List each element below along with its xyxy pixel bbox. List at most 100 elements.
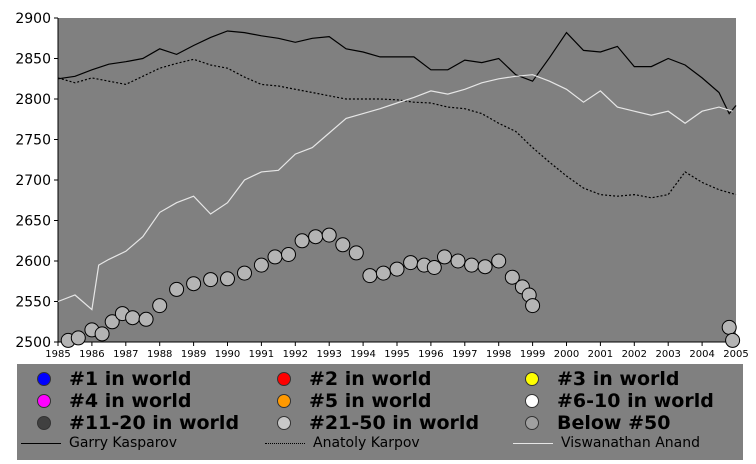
line-sample-icon [265,442,305,444]
legend-label: #2 in world [309,368,432,390]
x-tick-label: 1985 [45,349,70,360]
rank-marker [389,261,405,277]
legend-label: #21-50 in world [309,412,480,434]
y-tick-label: 2650 [15,214,51,230]
series-line-garry-kasparov [57,30,737,115]
legend-item: #11-20 in world [37,412,239,434]
rank-marker [426,260,442,275]
y-tick-label: 2750 [15,133,51,149]
legend-marker-icon [525,372,539,386]
x-tick-label: 1987 [113,349,138,360]
y-tick-label: 2600 [15,254,51,270]
rank-marker [253,257,269,273]
line-legend-item: Viswanathan Anand [513,435,700,451]
y-tick-label: 2550 [15,295,51,311]
rank-marker [125,310,141,326]
line-sample-icon [513,442,553,444]
rank-marker [721,319,737,335]
rank-marker [186,276,202,292]
legend-marker-icon [37,394,51,408]
y-tick-label: 2500 [15,335,51,351]
rank-marker [138,311,154,327]
x-tick-label: 1996 [418,349,443,360]
x-tick-label: 1998 [486,349,511,360]
line-legend-label: Anatoly Karpov [313,435,420,451]
x-tick-labels: 1985 1986 1987 1988 1989 1990 1991 1992 1993 1994… [45,342,749,360]
legend-label: #4 in world [69,390,192,412]
rating-chart: 2500 2550 2600 2650 2700 2750 2800 2850 2900 198… [15,11,749,360]
legend-item: #21-50 in world [277,412,479,434]
legend-item: #2 in world [277,368,432,390]
y-tick-label: 2700 [15,173,51,189]
rank-marker [169,281,185,297]
legend-label: #5 in world [309,390,432,412]
legend-label: Below #50 [557,412,671,434]
legend-label: #3 in world [557,368,680,390]
legend-marker-icon [37,416,51,430]
legend-marker-icon [277,394,291,408]
rank-marker [104,314,120,330]
x-tick-label: 1991 [249,349,274,360]
x-tick-label: 1988 [147,349,172,360]
x-tick-label: 1992 [283,349,308,360]
rank-marker [152,298,168,314]
legend-item: Below #50 [525,412,670,434]
x-tick-label: 2002 [622,349,647,360]
rank-marker [203,272,219,288]
rank-marker [70,330,86,346]
line-legend-label: Garry Kasparov [69,435,178,451]
legend-marker-icon [277,372,291,386]
rank-marker [308,229,324,245]
legend-label: #1 in world [69,368,192,390]
legend-item: #6-10 in world [525,390,714,412]
x-tick-label: 1986 [79,349,104,360]
y-tick-labels: 2500 2550 2600 2650 2700 2750 2800 2850 2900 [15,11,58,351]
rank-marker [237,265,252,281]
legend-label: #11-20 in world [69,412,240,434]
rank-marker [403,255,419,271]
line-legend-label: Viswanathan Anand [561,435,700,451]
rank-marker [450,253,466,269]
line-legend-item: Anatoly Karpov [265,435,420,451]
rank-marker [504,269,520,285]
rank-marker [491,253,507,269]
rank-marker [348,245,364,261]
legend-item: #5 in world [277,390,432,412]
legend-marker-icon [37,372,51,386]
legend-item: #4 in world [37,390,192,412]
x-tick-label: 2001 [588,349,613,360]
rank-marker [375,265,391,281]
rank-markers [60,227,741,348]
x-tick-label: 2000 [554,349,579,360]
series-line-viswanathan-anand [57,74,733,311]
legend-item: #1 in world [37,368,192,390]
rank-marker [220,271,235,287]
rank-marker [437,249,452,265]
line-legend-item: Garry Kasparov [21,435,177,451]
rank-marker [294,233,310,249]
x-tick-label: 1994 [350,349,375,360]
legend-item: #3 in world [525,368,680,390]
x-tick-label: 1999 [520,349,545,360]
x-tick-label: 1995 [384,349,409,360]
legend: #1 in world #2 in world #3 in world #4 in w… [17,364,743,460]
y-tick-label: 2850 [15,52,51,68]
x-tick-label: 2003 [655,349,680,360]
x-tick-label: 1993 [316,349,341,360]
y-tick-label: 2900 [15,11,51,27]
rank-marker [267,249,283,265]
series-line-anatoly-karpov [57,58,737,199]
rank-marker [464,257,480,273]
rank-marker [525,298,541,314]
legend-marker-icon [277,416,291,430]
rank-marker [335,237,351,253]
legend-label: #6-10 in world [557,390,714,412]
rank-marker [281,247,296,262]
legend-marker-icon [525,394,539,408]
x-tick-label: 2004 [689,349,714,360]
x-tick-label: 2005 [723,349,748,360]
rating-lines [57,30,737,311]
legend-marker-icon [525,416,539,430]
x-tick-label: 1989 [181,349,206,360]
x-tick-label: 1990 [215,349,240,360]
